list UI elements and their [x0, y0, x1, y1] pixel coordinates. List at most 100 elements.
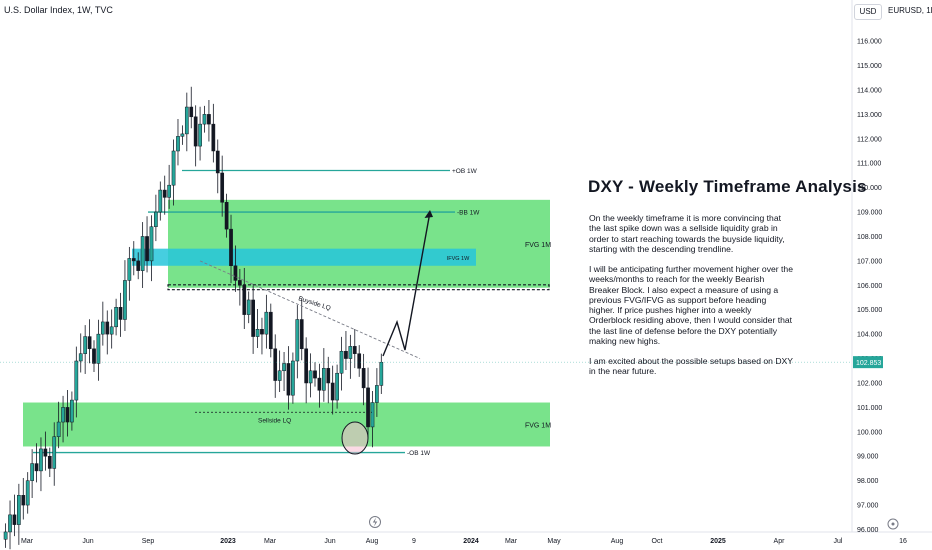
candle — [375, 368, 379, 417]
zone-label: IFVG 1W — [447, 256, 470, 262]
candle — [304, 337, 309, 404]
candle — [291, 352, 295, 404]
candle — [131, 241, 136, 276]
price-axis[interactable]: 116.000 115.000 114.000 113.000 112.000 111.0… — [0, 39, 883, 534]
candle — [189, 86, 194, 129]
candle — [74, 346, 79, 418]
current-price-label: 102.853 — [856, 360, 881, 367]
zone-label: FVG 1M — [525, 242, 551, 249]
candle — [202, 105, 207, 133]
candle — [3, 523, 8, 548]
time-tick-label: May — [547, 538, 561, 545]
compare-symbol[interactable]: EURUSD, 1D, I — [888, 6, 932, 15]
candle — [92, 340, 96, 372]
candle — [56, 401, 61, 449]
candle — [145, 216, 149, 273]
candle — [273, 334, 278, 398]
candle — [260, 317, 264, 355]
candle — [246, 291, 251, 324]
candle — [370, 391, 375, 448]
candle — [109, 309, 114, 349]
candle — [17, 483, 21, 545]
price-tick-label: 96.000 — [857, 527, 879, 534]
price-tick-label: 106.000 — [857, 283, 882, 290]
candle — [357, 345, 362, 377]
candle — [295, 305, 300, 379]
candle — [8, 500, 12, 550]
candle — [127, 246, 132, 301]
lightning-icon[interactable] — [369, 516, 381, 528]
analysis-paragraph-3: I am excited about the possible setups b… — [589, 356, 793, 377]
price-tick-label: 108.000 — [857, 234, 882, 241]
time-tick-label: Mar — [505, 538, 518, 545]
candle — [123, 260, 127, 331]
analysis-paragraph-1: On the weekly timeframe it is more convi… — [589, 213, 785, 254]
currency-button[interactable]: USD — [854, 4, 882, 20]
candle — [25, 472, 30, 514]
candle — [277, 350, 282, 393]
time-axis[interactable]: Mar Jun Sep 2023 Mar Jun Aug 9 2024 Mar May Aug Oct 2… — [21, 538, 907, 545]
candle — [118, 292, 123, 337]
price-tick-label: 111.000 — [857, 161, 881, 168]
time-tick-label: Jun — [82, 538, 93, 545]
candle — [251, 285, 255, 354]
time-tick-label: Aug — [366, 538, 379, 545]
candle — [198, 106, 202, 161]
time-tick-label: Oct — [652, 538, 663, 545]
candle — [255, 308, 260, 349]
time-tick-label: 2024 — [463, 538, 479, 545]
candle — [158, 181, 163, 221]
candle — [229, 214, 233, 284]
candle — [317, 363, 322, 408]
candle — [224, 193, 229, 238]
settings-icon[interactable] — [887, 518, 899, 530]
time-tick-label: Aug — [611, 538, 624, 545]
time-tick-label: Mar — [264, 538, 277, 545]
candle — [268, 303, 273, 358]
time-tick-label: 9 — [412, 538, 416, 545]
zone-label: FVG 1M — [525, 422, 551, 429]
chart-title: U.S. Dollar Index, 1W, TVC — [4, 5, 113, 15]
candle — [154, 194, 158, 242]
candle — [30, 449, 34, 498]
price-tick-label: 114.000 — [857, 87, 882, 94]
time-tick-label: Jul — [834, 538, 843, 545]
time-tick-label: 2023 — [220, 538, 236, 545]
candle — [211, 103, 216, 163]
candle — [366, 367, 370, 439]
price-tick-label: 104.000 — [857, 332, 882, 339]
arrow-head — [424, 210, 433, 218]
candle — [21, 477, 26, 520]
trendline — [199, 260, 421, 359]
candle — [114, 298, 118, 336]
candle — [39, 437, 43, 492]
analysis-paragraph-2: I will be anticipating further movement … — [589, 264, 793, 347]
candle — [162, 175, 167, 215]
time-tick-label: Sep — [142, 538, 155, 545]
candle — [105, 310, 110, 355]
candle — [238, 268, 242, 306]
candle — [12, 494, 17, 537]
candle — [43, 431, 48, 471]
zone-ifvg-1w — [132, 248, 476, 266]
candle — [180, 125, 185, 145]
candle — [330, 365, 335, 415]
price-tick-label: 102.000 — [857, 380, 882, 387]
candle — [193, 105, 198, 167]
level-label: -OB 1W — [407, 450, 431, 457]
candle — [286, 346, 291, 410]
price-tick-label: 109.000 — [857, 210, 882, 217]
candle — [78, 333, 83, 373]
time-tick-label: 2025 — [710, 538, 726, 545]
candle — [215, 139, 220, 194]
price-tick-label: 116.000 — [857, 39, 882, 46]
analysis-title: DXY - Weekly Timeframe Analysis — [588, 177, 867, 196]
candle — [87, 319, 92, 364]
price-tick-label: 101.000 — [857, 405, 882, 412]
candle — [348, 334, 353, 379]
candle — [220, 155, 225, 217]
candle — [140, 222, 145, 288]
sellside-lq-label: Sellside LQ — [258, 417, 291, 424]
candle — [61, 395, 65, 443]
